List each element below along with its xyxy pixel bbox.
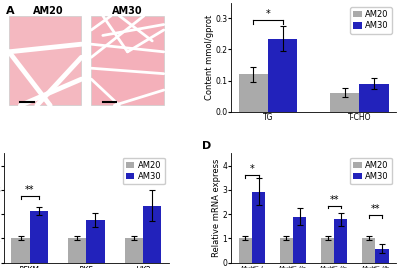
Bar — [68, 238, 86, 263]
Text: *: * — [266, 9, 270, 18]
Bar — [91, 16, 164, 105]
Bar — [30, 211, 48, 263]
Text: **: ** — [371, 204, 380, 214]
Legend: AM20, AM30: AM20, AM30 — [350, 158, 392, 184]
Bar — [293, 217, 306, 263]
Legend: AM20, AM30: AM20, AM30 — [350, 7, 392, 34]
Y-axis label: Relative mRNA express: Relative mRNA express — [212, 159, 221, 257]
Bar — [321, 238, 334, 263]
Legend: AM20, AM30: AM20, AM30 — [122, 158, 164, 184]
Y-axis label: Content mmol/gprot: Content mmol/gprot — [205, 15, 214, 100]
Bar — [125, 238, 143, 263]
Text: **: ** — [25, 185, 34, 195]
Bar — [359, 84, 388, 112]
Text: B: B — [202, 0, 210, 1]
Bar — [280, 238, 293, 263]
Bar — [330, 92, 359, 112]
Bar — [12, 238, 30, 263]
Bar — [239, 238, 252, 263]
Text: **: ** — [330, 195, 339, 205]
Bar — [268, 39, 297, 112]
Text: *: * — [250, 164, 254, 174]
Bar — [239, 75, 268, 112]
Bar — [362, 238, 375, 263]
Bar — [143, 206, 161, 263]
Bar — [252, 192, 265, 263]
Bar — [9, 16, 82, 105]
Bar — [375, 248, 388, 263]
Text: A: A — [6, 6, 14, 16]
Text: AM30: AM30 — [112, 6, 143, 16]
Bar — [334, 219, 347, 263]
Text: AM20: AM20 — [33, 6, 64, 16]
Bar — [86, 220, 104, 263]
Text: D: D — [202, 141, 211, 151]
